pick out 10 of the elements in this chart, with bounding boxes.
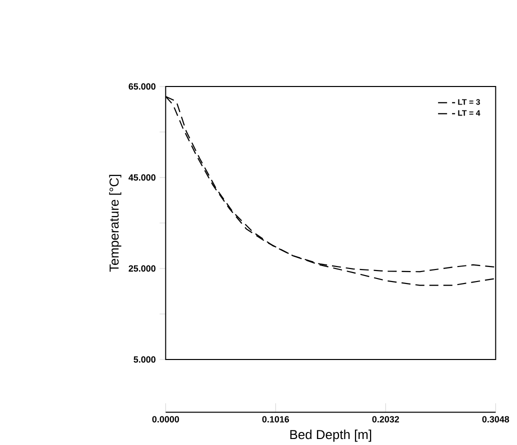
x-tick-label: 0.0000 — [152, 416, 179, 422]
x-tick-label: 0.2032 — [372, 416, 400, 422]
x-tick-label: 0.1016 — [262, 416, 290, 422]
y-tick-label: 45.000 — [128, 174, 156, 181]
y-tick-label: 25.000 — [128, 265, 156, 272]
x-tick-label: 0.3048 — [482, 416, 510, 422]
y-axis-title: Temperature [°C] — [109, 174, 122, 272]
x-axis-title: Bed Depth [m] — [290, 430, 372, 442]
y-tick-label: 5.000 — [134, 356, 156, 363]
y-tick-label: 65.000 — [128, 83, 156, 90]
